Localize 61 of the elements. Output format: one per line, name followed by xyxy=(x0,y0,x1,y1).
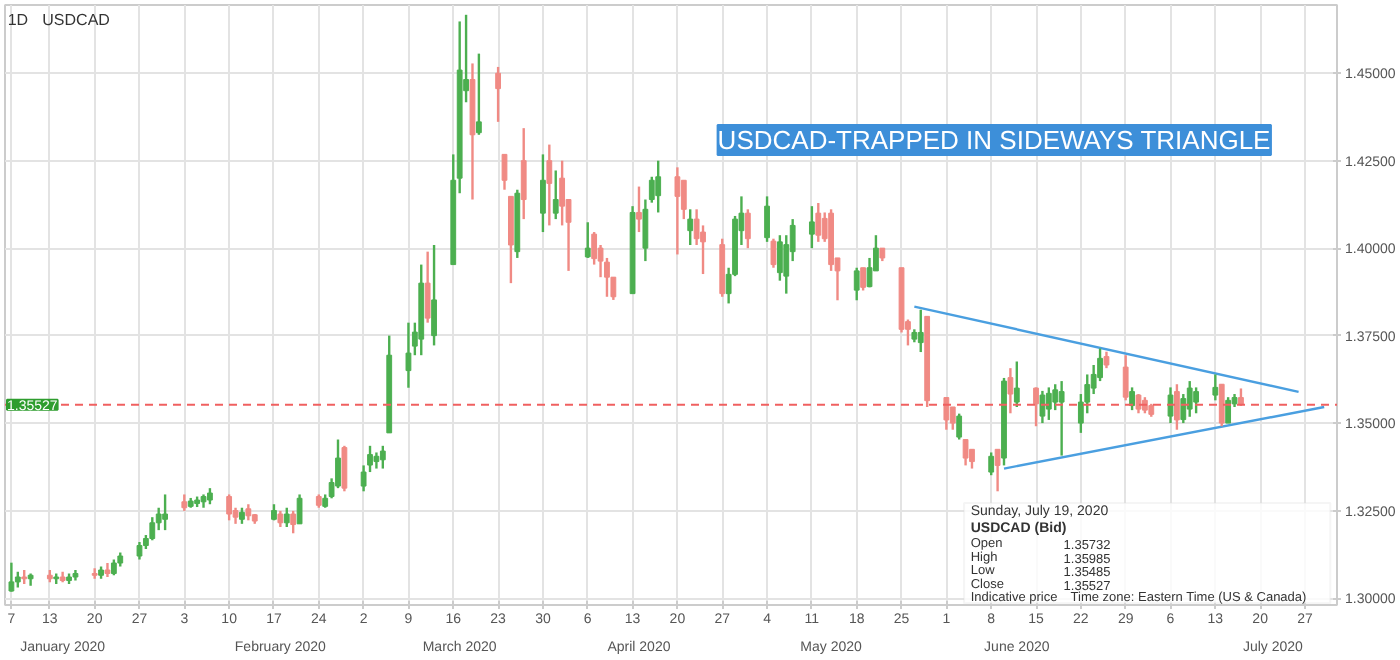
candlestick xyxy=(815,201,822,244)
candlestick xyxy=(296,493,303,526)
candlestick xyxy=(431,243,437,347)
annotation: 1D xyxy=(7,11,29,29)
candlestick xyxy=(1212,373,1219,402)
annotation: USDCAD xyxy=(42,11,111,29)
candlestick xyxy=(1174,383,1180,431)
candlestick xyxy=(559,159,566,227)
candlestick xyxy=(1007,366,1014,415)
candlestick xyxy=(405,321,412,389)
candlestick xyxy=(424,250,431,324)
candlestick xyxy=(687,208,694,247)
candlestick xyxy=(379,444,386,470)
candlestick xyxy=(1193,386,1200,415)
candlestick xyxy=(1058,379,1065,457)
candlestick xyxy=(552,169,559,221)
candlestick xyxy=(655,159,662,214)
candlestick xyxy=(962,438,969,467)
candlestick xyxy=(636,185,642,234)
candlestick xyxy=(149,515,156,542)
candlestick xyxy=(8,561,15,593)
candlestick xyxy=(1013,360,1020,409)
candlestick xyxy=(943,396,950,431)
candlestick xyxy=(584,221,591,260)
candlestick xyxy=(283,506,290,529)
candlestick xyxy=(341,444,348,493)
candlestick xyxy=(91,567,98,580)
candlestick xyxy=(1225,395,1232,425)
candlestick xyxy=(1122,354,1129,402)
candlestick xyxy=(988,451,995,477)
candlestick xyxy=(674,166,681,256)
candlestick xyxy=(1218,383,1225,428)
candlestick xyxy=(1033,386,1039,428)
candlestick xyxy=(1045,386,1052,422)
candlestick xyxy=(546,143,553,227)
candlestick xyxy=(475,52,482,136)
text: USDCAD-TRAPPED IN SIDEWAYS TRIANGLE xyxy=(717,125,1272,155)
candlestick xyxy=(764,195,770,244)
candlestick xyxy=(744,208,751,250)
candlestick xyxy=(949,405,956,431)
candlestick xyxy=(1135,392,1142,415)
candlestick xyxy=(162,493,168,532)
candlestick xyxy=(520,126,527,221)
candlestick xyxy=(1039,389,1046,425)
candlestick xyxy=(226,493,233,522)
candlestick xyxy=(853,266,860,302)
candlestick xyxy=(770,237,777,269)
candlestick xyxy=(290,509,297,535)
candlestick xyxy=(1186,379,1193,418)
candlestick xyxy=(335,438,341,490)
candlestick xyxy=(501,153,508,191)
candlestick xyxy=(540,153,546,234)
candlestick xyxy=(1167,386,1174,425)
candlestick xyxy=(642,198,649,263)
candlestick xyxy=(917,308,924,354)
candlestick xyxy=(994,448,1001,493)
candlestick xyxy=(808,204,815,250)
candlestick xyxy=(956,412,963,441)
candlestick xyxy=(860,266,867,292)
candlestick xyxy=(1129,386,1135,412)
candlestick xyxy=(495,65,501,124)
